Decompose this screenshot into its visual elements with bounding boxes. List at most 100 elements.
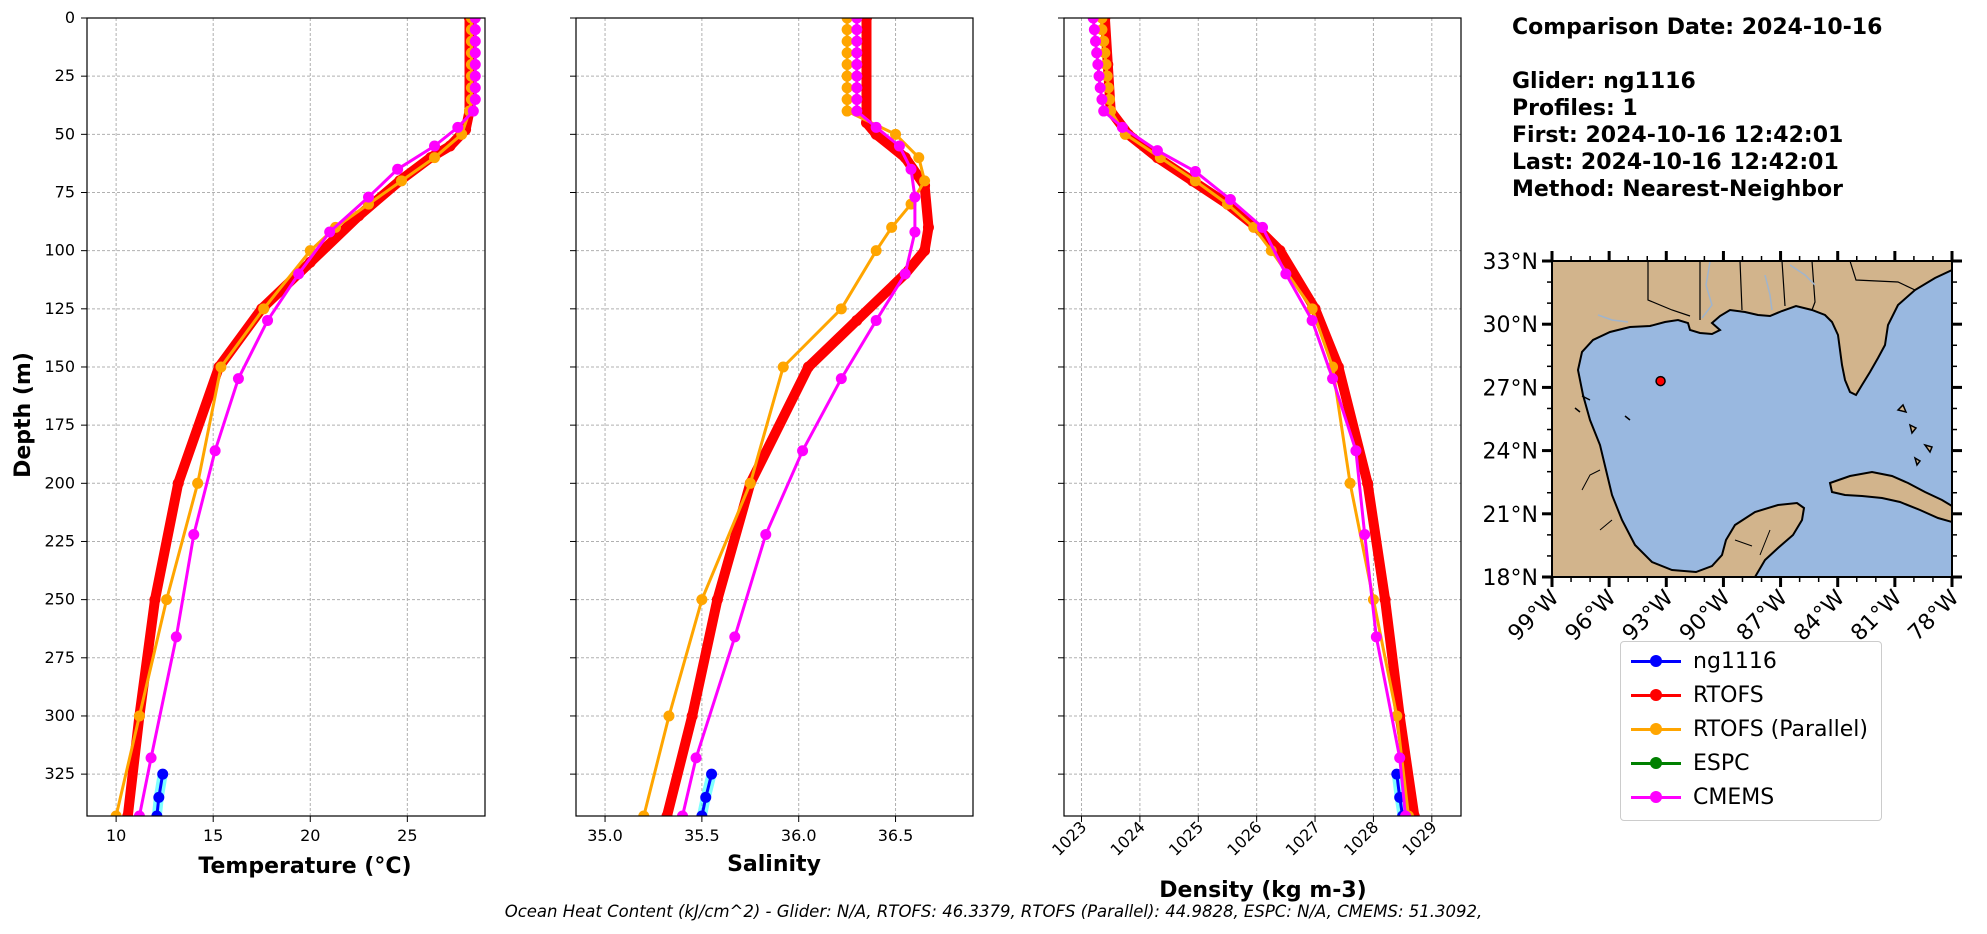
data-point bbox=[133, 710, 145, 722]
data-point bbox=[706, 768, 718, 780]
data-point bbox=[886, 221, 898, 233]
y-tick-label: 75 bbox=[55, 182, 75, 201]
x-tick-label: 1028 bbox=[1340, 817, 1382, 859]
data-point bbox=[1094, 82, 1106, 94]
data-point bbox=[1306, 303, 1318, 315]
data-point bbox=[1362, 477, 1374, 489]
data-point bbox=[893, 140, 905, 152]
legend-item-rtofs: RTOFS bbox=[1631, 680, 1764, 710]
data-point bbox=[170, 631, 182, 643]
method: Method: Nearest-Neighbor bbox=[1512, 177, 1843, 202]
data-point bbox=[841, 18, 853, 24]
data-point bbox=[1280, 268, 1292, 280]
data-point bbox=[851, 59, 863, 71]
x-tick-label: 20 bbox=[300, 826, 320, 845]
data-point bbox=[262, 314, 274, 326]
data-point bbox=[110, 810, 122, 816]
series-line-rtofs-parallel- bbox=[114, 18, 473, 816]
lon-tick-label: 90°W bbox=[1675, 585, 1736, 646]
data-point bbox=[909, 191, 921, 203]
data-point bbox=[392, 163, 404, 175]
map-frame bbox=[1551, 260, 1953, 578]
x-tick-label: 1026 bbox=[1223, 817, 1265, 859]
data-point bbox=[469, 59, 481, 71]
map-islands bbox=[1574, 395, 1934, 467]
data-point bbox=[145, 752, 157, 764]
data-point bbox=[899, 268, 911, 280]
x-tick-label: 35.0 bbox=[587, 826, 623, 845]
legend-item-ng1116: ng1116 bbox=[1631, 646, 1777, 676]
data-point bbox=[469, 18, 481, 24]
legend-item-rtofs-parallel: RTOFS (Parallel) bbox=[1631, 714, 1868, 744]
data-point bbox=[1189, 166, 1201, 178]
data-point bbox=[677, 810, 689, 816]
data-point bbox=[1359, 528, 1371, 540]
x-tick-label: 25 bbox=[397, 826, 417, 845]
data-point bbox=[1088, 24, 1100, 36]
data-point bbox=[919, 175, 931, 187]
lat-tick-label: 27°N bbox=[1483, 376, 1538, 401]
salinity-axis-label: Salinity bbox=[727, 852, 821, 877]
depth-axis-label: Depth (m) bbox=[11, 352, 36, 478]
data-point bbox=[1391, 710, 1403, 722]
x-tick-label: 1027 bbox=[1282, 817, 1324, 859]
legend-swatch bbox=[1631, 685, 1681, 705]
data-point bbox=[1350, 445, 1362, 457]
data-point bbox=[870, 314, 882, 326]
data-point bbox=[802, 361, 814, 373]
data-point bbox=[1257, 221, 1268, 233]
data-point bbox=[467, 105, 479, 117]
data-point bbox=[1104, 93, 1116, 105]
data-point bbox=[232, 373, 244, 385]
data-point bbox=[363, 191, 375, 203]
x-tick-label: 35.5 bbox=[684, 826, 720, 845]
axes-frame bbox=[575, 17, 974, 817]
data-point bbox=[1248, 221, 1260, 233]
data-point bbox=[696, 810, 708, 816]
data-point bbox=[919, 245, 931, 257]
y-tick-label: 275 bbox=[44, 648, 75, 667]
data-point bbox=[469, 70, 481, 82]
data-point bbox=[1087, 18, 1099, 24]
data-point bbox=[922, 221, 934, 233]
legend-swatch bbox=[1631, 651, 1681, 671]
x-tick-label: 10 bbox=[106, 826, 126, 845]
salinity-panel: 35.0 35.5 36.0 36.5 bbox=[570, 17, 974, 845]
data-point bbox=[638, 810, 650, 816]
data-point bbox=[1101, 70, 1113, 82]
data-point bbox=[841, 82, 853, 94]
data-point bbox=[905, 163, 917, 175]
location-map: 33°N 30°N 27°N 24°N 21°N 18°N99°W96°W93°W90°W… bbox=[1483, 250, 1965, 646]
lon-tick-label: 96°W bbox=[1561, 585, 1622, 646]
data-point bbox=[841, 24, 853, 36]
data-point bbox=[452, 121, 464, 133]
series-line-cmems bbox=[1091, 18, 1407, 816]
series-line-rtofs-parallel- bbox=[1100, 18, 1410, 816]
data-point bbox=[1099, 47, 1111, 59]
data-point bbox=[1306, 314, 1318, 326]
y-tick-label: 0 bbox=[65, 8, 75, 27]
data-point bbox=[209, 445, 221, 457]
lon-tick-label: 87°W bbox=[1732, 585, 1793, 646]
data-point bbox=[851, 70, 863, 82]
y-tick-label: 100 bbox=[44, 241, 75, 260]
data-point bbox=[293, 268, 305, 280]
data-point bbox=[860, 18, 872, 24]
y-tick-label: 325 bbox=[44, 764, 75, 783]
lon-tick-label: 84°W bbox=[1789, 585, 1850, 646]
y-tick-label: 175 bbox=[44, 415, 75, 434]
data-point bbox=[429, 152, 441, 164]
data-point bbox=[841, 47, 853, 59]
legend-label: RTOFS bbox=[1693, 682, 1764, 708]
data-point bbox=[1090, 35, 1102, 47]
density-panel: 1023 1024 1025 1026 1027 1028 1029 bbox=[1048, 17, 1462, 860]
lat-tick-label: 33°N bbox=[1483, 250, 1538, 275]
data-point bbox=[663, 710, 675, 722]
data-point bbox=[1102, 82, 1114, 94]
data-point bbox=[835, 303, 847, 315]
lat-tick-label: 30°N bbox=[1483, 313, 1538, 338]
data-point bbox=[153, 791, 165, 803]
legend-item-espc: ESPC bbox=[1631, 748, 1750, 778]
data-point bbox=[1151, 145, 1163, 157]
data-point bbox=[469, 35, 481, 47]
